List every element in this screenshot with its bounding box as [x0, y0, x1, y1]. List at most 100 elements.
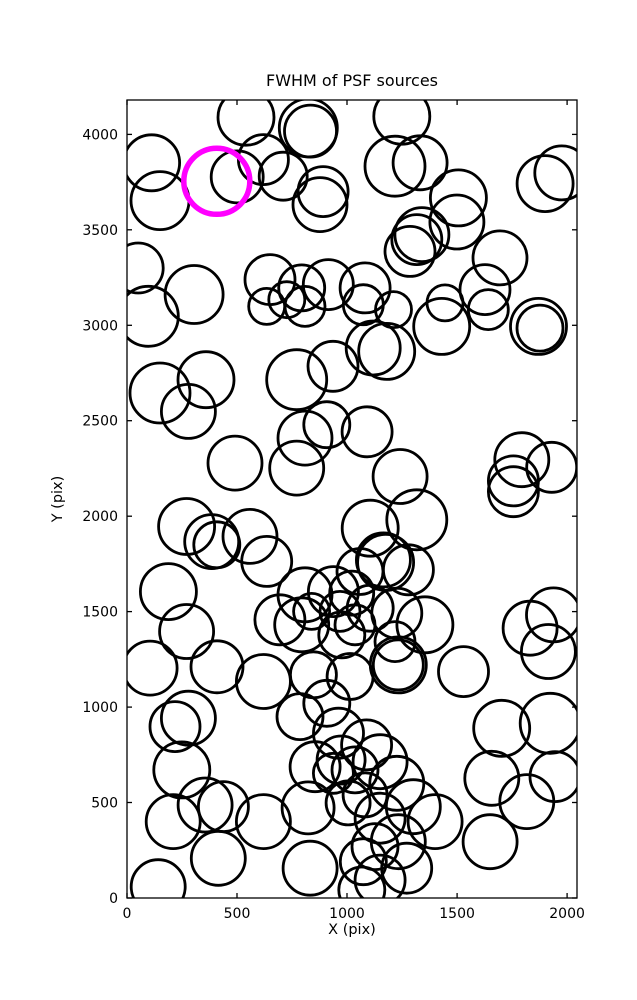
y-axis-label-text: Y (pix): [50, 475, 66, 523]
psf-circle: [280, 780, 336, 836]
psf-circle: [281, 839, 339, 897]
psf-circle: [288, 740, 342, 794]
psf-circle: [129, 858, 187, 898]
psf-circle: [487, 454, 540, 508]
psf-circle: [247, 286, 287, 326]
y-tick-label: 4000: [82, 127, 118, 143]
chart-title: FWHM of PSF sources: [265, 71, 438, 90]
psf-circle: [471, 229, 529, 287]
psf-circle: [324, 779, 372, 827]
psf-circle: [371, 638, 425, 692]
y-tick-label: 2000: [82, 509, 118, 525]
psf-circle: [428, 168, 488, 228]
psf-circle: [425, 283, 465, 323]
psf-circle: [276, 409, 334, 467]
psf-circle: [515, 154, 575, 214]
psf-circle: [345, 583, 395, 633]
psf-circle: [525, 586, 577, 644]
psf-circle: [158, 603, 216, 660]
y-tick-label: 1500: [82, 605, 118, 621]
psf-circle: [315, 734, 367, 786]
psf-circle: [159, 382, 217, 440]
psf-circle: [337, 865, 387, 898]
psf-circle: [374, 290, 413, 330]
psf-circle: [206, 434, 264, 492]
psf-circle: [493, 431, 551, 489]
psf-circle: [330, 745, 380, 795]
psf-circle: [288, 650, 338, 700]
psf-circle: [311, 751, 355, 795]
psf-circle: [296, 165, 350, 219]
psf-circle: [301, 258, 355, 312]
x-axis-label: X (pix): [328, 922, 376, 938]
x-tick-label: 2000: [549, 906, 585, 922]
psf-circle: [338, 837, 388, 887]
psf-circle: [390, 213, 444, 267]
psf-circle: [458, 263, 512, 317]
psf-circle: [383, 224, 437, 278]
psf-circle: [428, 193, 486, 251]
psf-circle: [267, 280, 307, 320]
psf-circle: [344, 319, 402, 377]
psf-circle: [189, 829, 247, 887]
psf-circle: [509, 296, 568, 356]
psf-circle: [234, 793, 292, 850]
psf-circle: [306, 565, 360, 618]
psf-circle: [176, 776, 234, 834]
psf-circle: [437, 645, 490, 698]
psf-circle: [380, 841, 434, 895]
psf-circle: [463, 749, 521, 807]
psf-circle: [385, 488, 449, 552]
psf-circle: [340, 405, 394, 459]
psf-circle: [368, 635, 428, 695]
psf-circle: [351, 733, 409, 791]
psf-circle: [268, 439, 326, 497]
psf-circle: [472, 698, 532, 758]
psf-circle: [466, 288, 510, 332]
psf-circle: [189, 639, 245, 695]
psf-circle: [325, 652, 375, 701]
psf-circle: [257, 150, 309, 202]
psf-circle: [384, 778, 442, 836]
psf-circle: [498, 773, 556, 830]
psf-circle: [341, 771, 389, 819]
psf-circle: [291, 176, 349, 234]
psf-circle: [129, 170, 191, 232]
psf-circle: [353, 791, 407, 845]
y-tick-label: 3500: [82, 223, 118, 239]
psf-circle: [328, 569, 376, 617]
psf-circle: [163, 264, 225, 325]
psf-circle: [157, 497, 217, 556]
psf-circles-layer: [127, 100, 577, 898]
psf-circle: [127, 284, 180, 348]
psf-circle: [192, 520, 242, 570]
x-tick-label: 0: [123, 906, 132, 922]
psf-circle: [487, 465, 540, 519]
x-tick-label: 500: [224, 906, 251, 922]
psf-circle: [353, 853, 407, 898]
y-tick-label: 500: [91, 796, 118, 812]
y-tick-label: 0: [109, 891, 118, 907]
psf-circle: [127, 639, 179, 697]
psf-circle: [335, 547, 385, 596]
psf-circle: [306, 339, 360, 393]
psf-circle: [127, 241, 165, 295]
y-tick-label: 2500: [82, 414, 118, 430]
psf-circle: [216, 100, 276, 147]
y-tick-label: 1000: [82, 700, 118, 716]
psf-circle: [391, 134, 449, 192]
psf-circle: [176, 350, 236, 410]
psf-circle: [371, 448, 429, 505]
x-tick-label: 1000: [329, 906, 365, 922]
psf-circle: [152, 740, 212, 800]
psf-circle: [338, 261, 392, 315]
psf-circle: [292, 592, 332, 631]
psf-circle: [341, 283, 385, 327]
psf-circle: [363, 134, 427, 198]
psf-circle: [340, 718, 394, 772]
psf-circle: [127, 133, 181, 193]
psf-circle: [318, 590, 362, 633]
axes-frame: [126, 99, 578, 899]
psf-circle: [412, 296, 472, 356]
